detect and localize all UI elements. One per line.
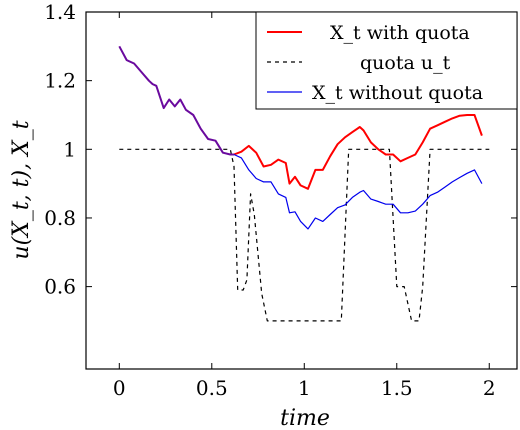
legend-box <box>255 11 518 110</box>
series-shared-history <box>118 45 234 156</box>
series-quota <box>119 148 490 322</box>
x-tick-label: 0.5 <box>196 376 228 400</box>
x-axis-label: time <box>280 406 330 430</box>
legend-label-without-quota: X_t without quota <box>312 82 483 104</box>
x-tick-label: 1 <box>298 376 311 400</box>
series-group <box>118 45 490 322</box>
y-tick-label: 1 <box>63 137 76 161</box>
y-axis-label: u(X_t, t), X_t <box>9 120 34 259</box>
svg-text:u(X_t, t), X_t: u(X_t, t), X_t <box>9 120 34 259</box>
y-tick-label: 0.6 <box>44 275 76 299</box>
y-tick-label: 1.4 <box>44 0 76 24</box>
y-tick-label: 0.8 <box>44 206 76 230</box>
x-tick-label: 2 <box>483 376 496 400</box>
series-with-quota <box>233 114 483 190</box>
series-without-quota <box>233 153 483 230</box>
legend-label-quota: quota u_t <box>360 52 451 74</box>
x-tick-label: 0 <box>113 376 126 400</box>
legend-label-with-quota: X_t with quota <box>330 22 470 44</box>
legend: X_t with quota quota u_t X_t without quo… <box>255 11 518 110</box>
ticks: 0 0.5 1 1.5 2 0.6 0.8 1 1.2 1.4 <box>44 0 517 400</box>
y-tick-label: 1.2 <box>44 69 76 93</box>
x-tick-label: 1.5 <box>381 376 413 400</box>
